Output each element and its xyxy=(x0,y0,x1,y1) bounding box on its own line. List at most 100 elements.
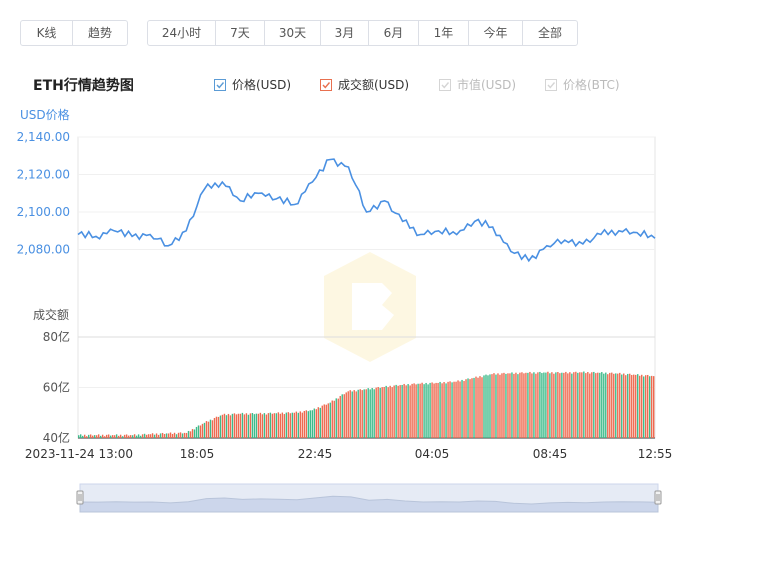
volume-bar xyxy=(407,384,409,438)
volume-bar xyxy=(163,434,166,438)
volume-bar xyxy=(78,435,80,438)
volume-bar xyxy=(95,435,98,438)
volume-bar xyxy=(455,381,457,438)
volume-bar xyxy=(499,374,501,438)
volume-bar xyxy=(223,413,226,438)
volume-bar xyxy=(531,373,533,438)
x-tick-label: 12:55 xyxy=(638,447,673,461)
volume-bar xyxy=(469,379,471,438)
tab-range-6m[interactable]: 6月 xyxy=(369,21,419,45)
volume-bar xyxy=(275,413,278,438)
legend-price-btc[interactable]: 价格(BTC) xyxy=(545,76,620,93)
volume-bar xyxy=(589,373,591,438)
volume-bar xyxy=(243,414,246,438)
price-line xyxy=(77,158,656,263)
checkbox-unchecked-icon[interactable] xyxy=(545,78,557,91)
volume-bar xyxy=(617,373,619,438)
volume-bar xyxy=(601,372,603,438)
volume-bar xyxy=(301,412,304,438)
range-navigator[interactable] xyxy=(76,483,662,513)
legend-label: 价格(BTC) xyxy=(563,78,620,92)
volume-bar xyxy=(539,371,541,438)
volume-bar xyxy=(403,383,405,438)
legend-volume-usd[interactable]: 成交额(USD) xyxy=(320,76,409,93)
tab-range-24h[interactable]: 24小时 xyxy=(148,21,216,45)
volume-bar xyxy=(219,415,222,438)
volume-bar xyxy=(273,413,276,438)
volume-bar xyxy=(147,434,150,438)
volume-bar xyxy=(429,382,431,438)
volume-bar xyxy=(405,385,407,438)
volume-bar xyxy=(435,382,437,438)
volume-bar xyxy=(605,372,607,438)
volume-bar xyxy=(609,372,611,438)
volume-bar xyxy=(423,384,425,438)
legend-label: 价格(USD) xyxy=(232,78,292,92)
x-tick-label: 18:05 xyxy=(180,447,215,461)
volume-bar xyxy=(467,378,469,438)
tab-range-3m[interactable]: 3月 xyxy=(321,21,369,45)
volume-bar xyxy=(329,402,331,438)
volume-bar xyxy=(497,373,499,438)
volume-bar xyxy=(261,414,264,438)
navigator-handle-left[interactable] xyxy=(76,490,84,505)
volume-bar xyxy=(637,374,639,438)
legend-marketcap-usd[interactable]: 市值(USD) xyxy=(439,76,516,93)
checkbox-unchecked-icon[interactable] xyxy=(439,78,451,91)
volume-bar xyxy=(319,407,321,438)
legend-label: 成交额(USD) xyxy=(338,78,410,92)
volume-bar xyxy=(579,372,581,438)
volume-bar xyxy=(175,434,178,438)
volume-bar xyxy=(595,373,597,438)
volume-bar xyxy=(627,373,629,438)
tab-range-7d[interactable]: 7天 xyxy=(216,21,265,45)
volume-bar xyxy=(431,382,433,438)
volume-bar xyxy=(395,384,397,438)
volume-bar xyxy=(571,373,573,438)
volume-bar xyxy=(103,436,106,438)
volume-bar xyxy=(427,384,429,438)
tab-kline[interactable]: K线 xyxy=(21,21,73,45)
price-tick-label: 2,100.00 xyxy=(17,205,70,219)
tab-range-30d[interactable]: 30天 xyxy=(265,21,321,45)
tab-range-all[interactable]: 全部 xyxy=(537,26,562,40)
volume-bar xyxy=(165,433,168,438)
volume-bar xyxy=(317,407,319,438)
volume-bar xyxy=(635,374,637,438)
legend-price-usd[interactable]: 价格(USD) xyxy=(214,76,291,93)
navigator-series xyxy=(79,495,659,513)
volume-bar xyxy=(113,435,116,438)
volume-bar xyxy=(249,413,252,438)
volume-bar xyxy=(381,387,383,438)
tab-trend[interactable]: 趋势 xyxy=(87,26,112,40)
volume-bar xyxy=(363,389,365,438)
volume-bar xyxy=(639,375,641,438)
volume-bar xyxy=(157,434,160,438)
volume-bar xyxy=(263,413,266,438)
volume-bar xyxy=(149,434,152,438)
volume-bar xyxy=(445,383,447,438)
volume-bar xyxy=(79,434,82,438)
volume-bar xyxy=(525,372,527,438)
tab-range-ytd[interactable]: 今年 xyxy=(469,21,523,45)
volume-bar xyxy=(603,373,605,438)
price-tick-label: 2,140.00 xyxy=(17,130,70,144)
volume-bar xyxy=(633,374,635,438)
checkbox-checked-icon[interactable] xyxy=(320,78,332,91)
volume-bar xyxy=(135,435,138,438)
volume-bar xyxy=(389,385,391,438)
volume-bar xyxy=(553,373,555,438)
checkbox-checked-icon[interactable] xyxy=(214,78,226,91)
volume-bar xyxy=(557,372,559,438)
volume-bar xyxy=(339,395,341,438)
volume-bar xyxy=(353,390,355,438)
volume-bar xyxy=(399,385,401,438)
tab-range-1y[interactable]: 1年 xyxy=(419,21,469,45)
volume-bar xyxy=(183,432,186,438)
volume-bar xyxy=(513,373,515,438)
volume-bar xyxy=(287,412,290,438)
navigator-handle-right[interactable] xyxy=(654,490,662,505)
volume-bar xyxy=(575,371,577,438)
volume-bar xyxy=(461,379,463,438)
volume-bar xyxy=(481,377,483,438)
